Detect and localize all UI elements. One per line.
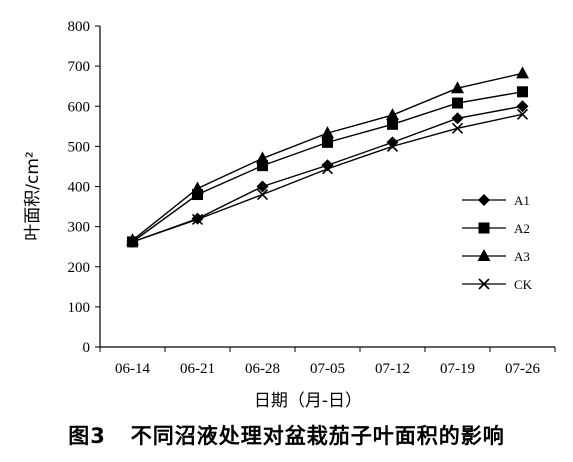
x-mark-stroke bbox=[126, 236, 139, 248]
data-point-ck bbox=[126, 236, 139, 248]
x-mark-stroke bbox=[516, 108, 529, 120]
data-point-a3 bbox=[256, 151, 269, 164]
data-point-a3 bbox=[451, 81, 464, 94]
y-tick-label: 200 bbox=[68, 260, 91, 276]
data-point-ck bbox=[516, 108, 529, 120]
y-tick-label: 400 bbox=[68, 180, 91, 196]
x-mark-stroke bbox=[321, 163, 334, 175]
x-tick-label: 07-12 bbox=[375, 361, 410, 377]
x-tick-label: 06-28 bbox=[245, 361, 280, 377]
axes: 0 100 200 300 400 500 600 700 800 06-14 06-21 06-28… bbox=[68, 19, 556, 377]
figure-caption: 图3 不同沼液处理对盆栽茄子叶面积的影响 bbox=[68, 424, 505, 448]
data-point-a3 bbox=[321, 126, 334, 139]
y-tick-label: 300 bbox=[68, 220, 91, 236]
data-point-a2 bbox=[517, 86, 528, 98]
data-point-a1 bbox=[256, 180, 269, 193]
data-point-a3 bbox=[191, 181, 204, 194]
y-tick-label: 800 bbox=[68, 19, 91, 35]
x-tick-label: 07-05 bbox=[310, 361, 345, 377]
data-point-a3 bbox=[516, 66, 529, 79]
data-point-ck bbox=[386, 140, 399, 152]
y-tick-label: 600 bbox=[68, 99, 91, 115]
legend-label: A1 bbox=[514, 193, 530, 208]
data-point-a2 bbox=[192, 189, 203, 201]
legend: A1 A2 A3 CK bbox=[462, 193, 533, 292]
legend-item-a3: A3 bbox=[462, 249, 530, 264]
legend-item-a2: A2 bbox=[462, 221, 530, 236]
legend-marker bbox=[478, 222, 490, 234]
y-tick-label: 500 bbox=[68, 139, 91, 155]
x-tick-label: 07-19 bbox=[440, 361, 475, 377]
data-point-a1 bbox=[516, 100, 529, 113]
x-mark-stroke bbox=[451, 122, 464, 134]
x-mark-stroke bbox=[191, 213, 204, 225]
chart: 0 100 200 300 400 500 600 700 800 06-14 06-21 06-28… bbox=[23, 19, 556, 411]
series-ck bbox=[126, 108, 529, 248]
series-a3 bbox=[126, 66, 529, 246]
x-mark-stroke bbox=[386, 140, 399, 152]
leaf-area-line-chart: 0 100 200 300 400 500 600 700 800 06-14 06-21 06-28… bbox=[23, 19, 556, 411]
data-point-a2 bbox=[387, 118, 398, 130]
series-a1 bbox=[126, 100, 529, 248]
x-tick-label: 06-21 bbox=[180, 361, 215, 377]
series-line-a3 bbox=[132, 72, 523, 241]
data-point-a3 bbox=[126, 233, 139, 246]
data-point-ck bbox=[191, 213, 204, 225]
x-axis-title: 日期（月-日） bbox=[254, 391, 362, 410]
y-axis-title: 叶面积/cm² bbox=[23, 151, 43, 240]
data-point-ck bbox=[451, 122, 464, 134]
data-point-a2 bbox=[452, 97, 463, 109]
data-point-ck bbox=[256, 188, 269, 201]
y-tick-label: 0 bbox=[83, 340, 91, 356]
data-point-a2 bbox=[257, 160, 268, 172]
data-point-a2 bbox=[322, 136, 333, 148]
x-mark-stroke bbox=[478, 278, 490, 290]
x-tick-label: 07-26 bbox=[505, 361, 540, 377]
legend-marker bbox=[477, 249, 491, 261]
legend-item-ck: CK bbox=[462, 277, 533, 292]
data-point-a1 bbox=[451, 112, 464, 125]
legend-label: A3 bbox=[514, 249, 530, 264]
data-point-ck bbox=[321, 163, 334, 175]
y-tick-label: 700 bbox=[68, 59, 91, 75]
x-tick-label: 06-14 bbox=[115, 361, 150, 377]
series-layer bbox=[126, 66, 529, 248]
legend-marker bbox=[478, 278, 490, 290]
y-tick-label: 100 bbox=[68, 300, 91, 316]
legend-label: A2 bbox=[514, 221, 530, 236]
legend-label: CK bbox=[514, 277, 533, 292]
legend-marker bbox=[478, 194, 490, 206]
legend-item-a1: A1 bbox=[462, 193, 530, 208]
data-point-a3 bbox=[386, 108, 399, 121]
x-mark-stroke bbox=[256, 188, 269, 201]
